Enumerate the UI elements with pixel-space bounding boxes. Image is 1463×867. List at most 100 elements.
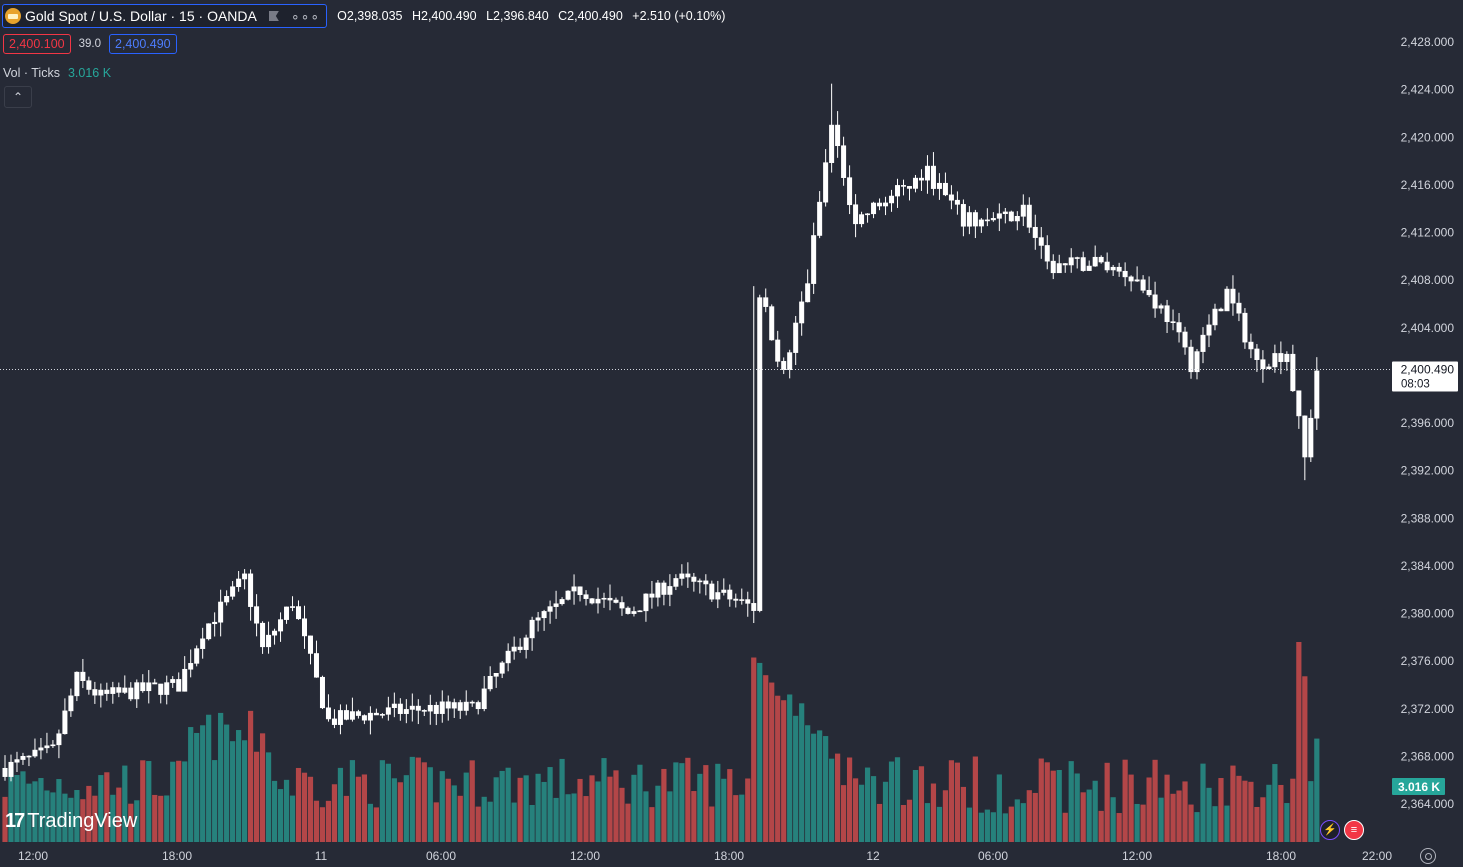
volume-bar [966, 807, 972, 842]
symbol-title[interactable]: Gold Spot / U.S. Dollar · 15 · OANDA [25, 8, 257, 24]
more-options-icon[interactable]: ∘∘∘ [290, 7, 321, 24]
volume-bar [912, 769, 919, 842]
candle-body [853, 204, 859, 225]
candle-body [367, 712, 373, 721]
volume-bar [110, 794, 116, 842]
candle-body [1188, 346, 1194, 373]
volume-bar [691, 791, 697, 842]
volume-bar [1284, 803, 1290, 842]
volume-bar [421, 762, 427, 842]
quote-row: 2,400.100 39.0 2,400.490 [3, 33, 177, 55]
candle-body [793, 322, 799, 353]
candle-body [337, 710, 343, 725]
candle-body [1302, 415, 1308, 458]
gold-symbol-icon [5, 8, 21, 24]
price-tick-label: 2,396.000 [1401, 416, 1455, 430]
symbol-selector[interactable]: Gold Spot / U.S. Dollar · 15 · OANDA ∘∘∘ [2, 4, 328, 28]
flag-icon[interactable] [268, 11, 279, 21]
candle-body [80, 671, 86, 682]
time-tick-label: 18:00 [162, 849, 192, 863]
tradingview-logo[interactable]: 17 TradingView [5, 810, 137, 833]
candle-body [152, 682, 158, 685]
volume-bar [128, 803, 134, 842]
candle-body [1224, 288, 1230, 312]
candle-body [475, 702, 481, 710]
sell-price-button[interactable]: 2,400.100 [3, 34, 71, 54]
candle-body [1176, 322, 1182, 333]
candle-body [1158, 305, 1164, 309]
candle-body [751, 603, 757, 611]
volume-bar [415, 757, 421, 842]
candle-body [936, 182, 942, 189]
candle-body [739, 599, 745, 601]
time-axis[interactable]: 12:00 18:00 11 06:00 12:00 18:00 12 06:00 12:00 1… [18, 849, 1392, 863]
buy-price-button[interactable]: 2,400.490 [109, 34, 177, 54]
candle-body [607, 597, 613, 601]
volume-bar [805, 725, 811, 842]
candle-body [715, 592, 721, 600]
candle-body [1050, 260, 1056, 274]
candle-body [547, 606, 553, 612]
volume-bar [1188, 804, 1194, 842]
candle-body [918, 177, 924, 181]
volume-bar [1038, 758, 1044, 842]
volume-bar [158, 795, 164, 842]
candle-body [134, 682, 140, 700]
volume-bar [595, 781, 601, 842]
candle-body [1296, 390, 1302, 417]
volume-bar [571, 793, 577, 842]
candle-body [799, 301, 805, 324]
volume-bar [8, 769, 14, 842]
candle-body [505, 650, 511, 664]
candle-body [685, 573, 691, 578]
volume-bar [152, 794, 158, 842]
ohlc-values: O2,398.035 H2,400.490 L2,396.840 C2,400.… [337, 9, 731, 23]
volume-bar [529, 805, 535, 842]
volume-bar [589, 775, 595, 842]
volume-bar [218, 712, 224, 842]
volume-bar [445, 778, 451, 842]
last-price-value: 2,400.490 [1401, 363, 1455, 377]
candle-body [829, 124, 835, 163]
candle-body [625, 607, 631, 614]
volume-bar [924, 803, 931, 842]
candle-body [355, 711, 361, 716]
volume-bar [1092, 780, 1098, 842]
volume-legend[interactable]: Vol · Ticks 3.016 K [3, 64, 111, 82]
candle-body [595, 598, 601, 604]
candle-body [1194, 351, 1200, 373]
volume-bar [1254, 806, 1260, 842]
settings-gear-icon[interactable] [1420, 848, 1436, 864]
volume-bar [230, 741, 236, 842]
low-value: L2,396.840 [486, 9, 549, 23]
volume-bar [313, 800, 320, 842]
candle-body [906, 186, 912, 189]
lightning-icon[interactable]: ⚡ [1320, 820, 1340, 840]
price-tick-label: 2,416.000 [1401, 178, 1455, 192]
volume-bar [876, 803, 883, 842]
candle-body [589, 598, 595, 604]
candle-body [176, 679, 182, 692]
volume-bar [499, 770, 505, 842]
candle-body [260, 622, 266, 648]
price-axis[interactable]: 2,428.000 2,424.000 2,420.000 2,416.000 2,41… [1401, 35, 1455, 811]
candle-body [1140, 279, 1146, 291]
candle-body [1212, 308, 1218, 326]
collapse-legend-button[interactable]: ⌃ [4, 86, 32, 108]
candle-body [62, 710, 68, 735]
volume-bar [1056, 770, 1062, 842]
candle-body [733, 598, 739, 601]
volume-bars [2, 642, 1320, 842]
volume-bar [188, 727, 194, 842]
candle-body [1314, 370, 1320, 419]
volume-bar [1020, 803, 1026, 842]
candle-body [1182, 331, 1188, 348]
volume-bar [26, 783, 32, 842]
candle-body [385, 707, 391, 715]
us-flag-icon[interactable]: ≡ [1344, 820, 1364, 840]
candle-body [1014, 216, 1020, 222]
candle-body [577, 586, 583, 596]
volume-bar [170, 761, 176, 842]
volume-bar [637, 764, 643, 842]
